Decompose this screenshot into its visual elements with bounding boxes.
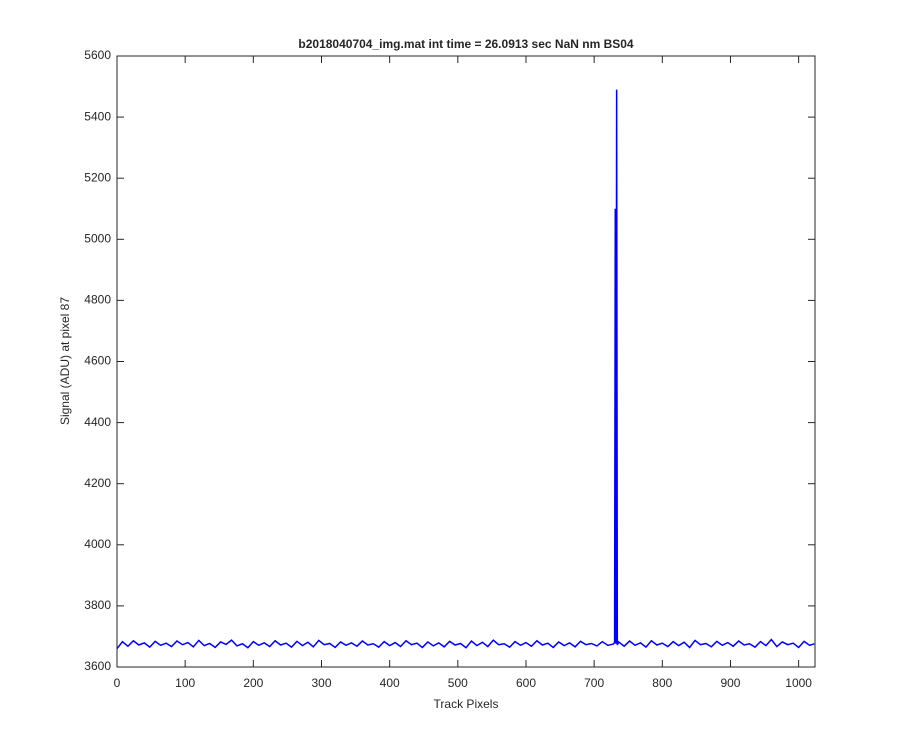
y-tick-label: 4400 <box>84 415 111 429</box>
x-tick-label: 100 <box>175 676 195 690</box>
y-tick-label: 5000 <box>84 231 111 245</box>
x-tick-label: 400 <box>380 676 400 690</box>
x-tick-label: 0 <box>114 676 121 690</box>
x-tick-label: 500 <box>448 676 468 690</box>
x-tick-label: 1000 <box>785 676 812 690</box>
y-tick-label: 3800 <box>84 598 111 612</box>
x-tick-label: 300 <box>311 676 331 690</box>
x-tick-label: 200 <box>243 676 263 690</box>
y-tick-label: 4600 <box>84 354 111 368</box>
y-tick-label: 4200 <box>84 476 111 490</box>
x-tick-label: 800 <box>652 676 672 690</box>
y-tick-label: 4000 <box>84 537 111 551</box>
y-tick-label: 5200 <box>84 170 111 184</box>
y-tick-label: 5600 <box>84 48 111 62</box>
x-axis-label: Track Pixels <box>434 697 499 711</box>
y-tick-label: 4800 <box>84 293 111 307</box>
y-tick-label: 3600 <box>84 659 111 673</box>
x-tick-label: 900 <box>720 676 740 690</box>
y-tick-label: 5400 <box>84 109 111 123</box>
x-tick-label: 700 <box>584 676 604 690</box>
y-axis-label: Signal (ADU) at pixel 87 <box>58 297 72 425</box>
data-line <box>116 89 815 650</box>
chart-title: b2018040704_img.mat int time = 26.0913 s… <box>298 37 634 51</box>
x-tick-label: 600 <box>516 676 536 690</box>
